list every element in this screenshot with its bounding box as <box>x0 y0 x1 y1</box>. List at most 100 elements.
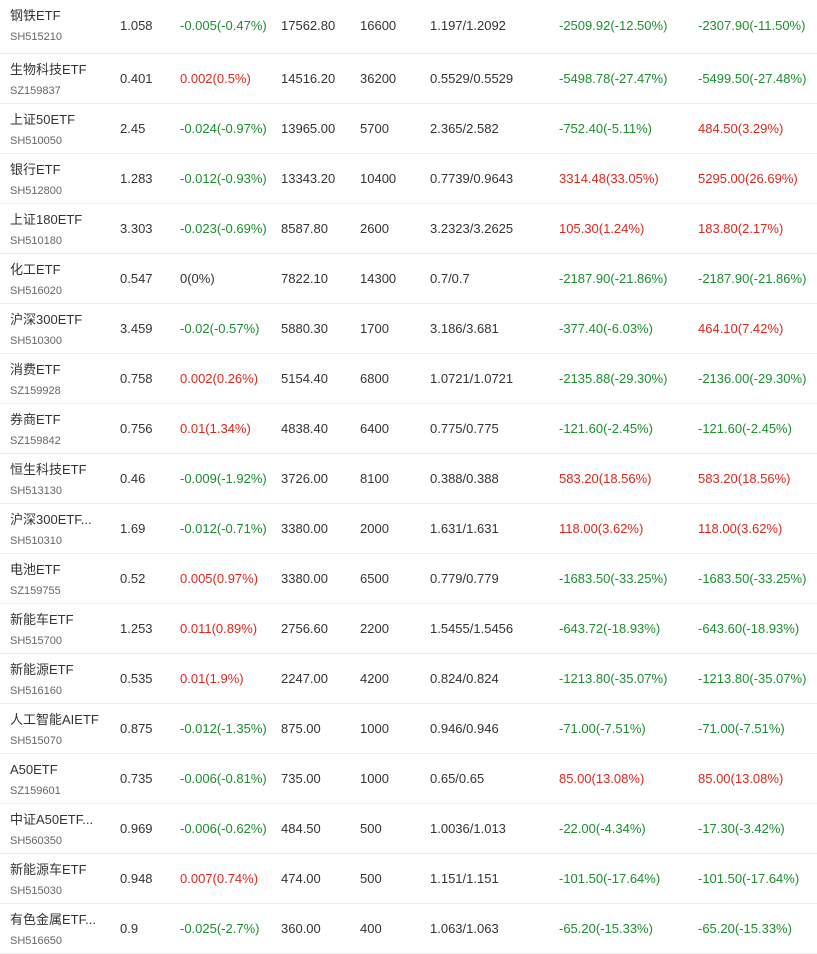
fund-name[interactable]: 上证180ETF <box>10 212 83 227</box>
holding-quantity: 4200 <box>360 671 389 686</box>
floating-pnl: -5498.78(-27.47%) <box>559 71 668 86</box>
floating-pnl: -377.40(-6.03%) <box>559 321 653 336</box>
fund-name[interactable]: 消费ETF <box>10 362 61 377</box>
current-price: 3.459 <box>120 321 153 336</box>
fund-code: SZ159842 <box>10 435 61 447</box>
market-value: 735.00 <box>281 771 321 786</box>
price-change: 0.01(1.9%) <box>180 671 244 686</box>
table-row[interactable]: 化工ETF SH516020 0.547 0(0%) 7822.10 14300… <box>0 254 817 304</box>
fund-code: SH510050 <box>10 135 62 147</box>
market-value: 5880.30 <box>281 321 328 336</box>
market-value: 2756.60 <box>281 621 328 636</box>
market-value: 17562.80 <box>281 18 336 33</box>
floating-pnl: -22.00(-4.34%) <box>559 821 646 836</box>
position-pnl: -5499.50(-27.48%) <box>698 71 807 86</box>
table-row[interactable]: 人工智能AIETF SH515070 0.875 -0.012(-1.35%) … <box>0 704 817 754</box>
market-value: 13965.00 <box>281 121 336 136</box>
position-pnl: -2136.00(-29.30%) <box>698 371 807 386</box>
fund-name[interactable]: 券商ETF <box>10 412 61 427</box>
table-row[interactable]: 有色金属ETF... SH516650 0.9 -0.025(-2.7%) 36… <box>0 904 817 954</box>
table-row[interactable]: 新能源ETF SH516160 0.535 0.01(1.9%) 2247.00… <box>0 654 817 704</box>
fund-name[interactable]: 沪深300ETF <box>10 312 83 327</box>
floating-pnl: 583.20(18.56%) <box>559 471 652 486</box>
holding-quantity: 16600 <box>360 18 397 33</box>
fund-code: SH516650 <box>10 935 62 947</box>
holding-quantity: 10400 <box>360 171 397 186</box>
floating-pnl: -121.60(-2.45%) <box>559 421 653 436</box>
table-row[interactable]: 沪深300ETF SH510300 3.459 -0.02(-0.57%) 58… <box>0 304 817 354</box>
fund-name[interactable]: 中证A50ETF... <box>10 812 94 827</box>
holding-quantity: 6800 <box>360 371 389 386</box>
position-pnl: 583.20(18.56%) <box>698 471 791 486</box>
table-row[interactable]: 银行ETF SH512800 1.283 -0.012(-0.93%) 1334… <box>0 154 817 204</box>
fund-name[interactable]: A50ETF <box>10 762 58 777</box>
fund-name[interactable]: 上证50ETF <box>10 112 76 127</box>
market-value: 14516.20 <box>281 71 336 86</box>
current-price: 0.52 <box>120 571 146 586</box>
cost-price: 0.779/0.779 <box>430 571 499 586</box>
position-pnl: -1213.80(-35.07%) <box>698 671 807 686</box>
price-change: -0.023(-0.69%) <box>180 221 267 236</box>
fund-code: SH513130 <box>10 485 62 497</box>
table-row[interactable]: 新能车ETF SH515700 1.253 0.011(0.89%) 2756.… <box>0 604 817 654</box>
fund-code: SH510310 <box>10 535 62 547</box>
holding-quantity: 36200 <box>360 71 397 86</box>
table-row[interactable]: 新能源车ETF SH515030 0.948 0.007(0.74%) 474.… <box>0 854 817 904</box>
current-price: 0.46 <box>120 471 146 486</box>
current-price: 0.9 <box>120 921 139 936</box>
floating-pnl: -2187.90(-21.86%) <box>559 271 668 286</box>
fund-name[interactable]: 新能车ETF <box>10 612 74 627</box>
table-row[interactable]: 电池ETF SZ159755 0.52 0.005(0.97%) 3380.00… <box>0 554 817 604</box>
market-value: 3380.00 <box>281 571 328 586</box>
price-change: -0.024(-0.97%) <box>180 121 267 136</box>
position-pnl: -121.60(-2.45%) <box>698 421 792 436</box>
fund-name[interactable]: 恒生科技ETF <box>10 462 87 477</box>
table-row[interactable]: 生物科技ETF SZ159837 0.401 0.002(0.5%) 14516… <box>0 54 817 104</box>
table-row[interactable]: 消费ETF SZ159928 0.758 0.002(0.26%) 5154.4… <box>0 354 817 404</box>
position-pnl: -643.60(-18.93%) <box>698 621 800 636</box>
fund-name[interactable]: 电池ETF <box>10 562 61 577</box>
fund-name[interactable]: 化工ETF <box>10 262 61 277</box>
price-change: -0.009(-1.92%) <box>180 471 267 486</box>
position-pnl: -2307.90(-11.50%) <box>698 18 806 33</box>
cost-price: 0.65/0.65 <box>430 771 485 786</box>
cost-price: 3.186/3.681 <box>430 321 499 336</box>
table-row[interactable]: A50ETF SZ159601 0.735 -0.006(-0.81%) 735… <box>0 754 817 804</box>
market-value: 4838.40 <box>281 421 328 436</box>
table-row[interactable]: 上证50ETF SH510050 2.45 -0.024(-0.97%) 139… <box>0 104 817 154</box>
fund-code: SH515070 <box>10 735 62 747</box>
fund-name[interactable]: 沪深300ETF... <box>10 512 92 527</box>
price-change: 0.002(0.5%) <box>180 71 251 86</box>
table-row[interactable]: 上证180ETF SH510180 3.303 -0.023(-0.69%) 8… <box>0 204 817 254</box>
fund-name[interactable]: 生物科技ETF <box>10 62 87 77</box>
table-row[interactable]: 恒生科技ETF SH513130 0.46 -0.009(-1.92%) 372… <box>0 454 817 504</box>
cost-price: 1.5455/1.5456 <box>430 621 514 636</box>
fund-name[interactable]: 银行ETF <box>10 162 61 177</box>
price-change: -0.025(-2.7%) <box>180 921 260 936</box>
table-row[interactable]: 钢铁ETF SH515210 1.058 -0.005(-0.47%) 1756… <box>0 0 817 54</box>
table-row[interactable]: 中证A50ETF... SH560350 0.969 -0.006(-0.62%… <box>0 804 817 854</box>
holding-quantity: 14300 <box>360 271 397 286</box>
current-price: 0.758 <box>120 371 153 386</box>
fund-name[interactable]: 人工智能AIETF <box>10 712 99 727</box>
holding-quantity: 400 <box>360 921 382 936</box>
floating-pnl: -2135.88(-29.30%) <box>559 371 668 386</box>
floating-pnl: -71.00(-7.51%) <box>559 721 646 736</box>
fund-name[interactable]: 新能源ETF <box>10 662 74 677</box>
fund-name[interactable]: 新能源车ETF <box>10 862 87 877</box>
market-value: 875.00 <box>281 721 321 736</box>
market-value: 2247.00 <box>281 671 328 686</box>
holding-quantity: 5700 <box>360 121 389 136</box>
price-change: 0.007(0.74%) <box>180 871 259 886</box>
fund-name[interactable]: 有色金属ETF... <box>10 912 96 927</box>
holding-quantity: 8100 <box>360 471 389 486</box>
current-price: 0.948 <box>120 871 153 886</box>
floating-pnl: 3314.48(33.05%) <box>559 171 659 186</box>
fund-code: SH510180 <box>10 235 62 247</box>
market-value: 13343.20 <box>281 171 336 186</box>
table-row[interactable]: 券商ETF SZ159842 0.756 0.01(1.34%) 4838.40… <box>0 404 817 454</box>
fund-name[interactable]: 钢铁ETF <box>10 8 61 23</box>
table-row[interactable]: 沪深300ETF... SH510310 1.69 -0.012(-0.71%)… <box>0 504 817 554</box>
price-change: -0.012(-0.93%) <box>180 171 267 186</box>
